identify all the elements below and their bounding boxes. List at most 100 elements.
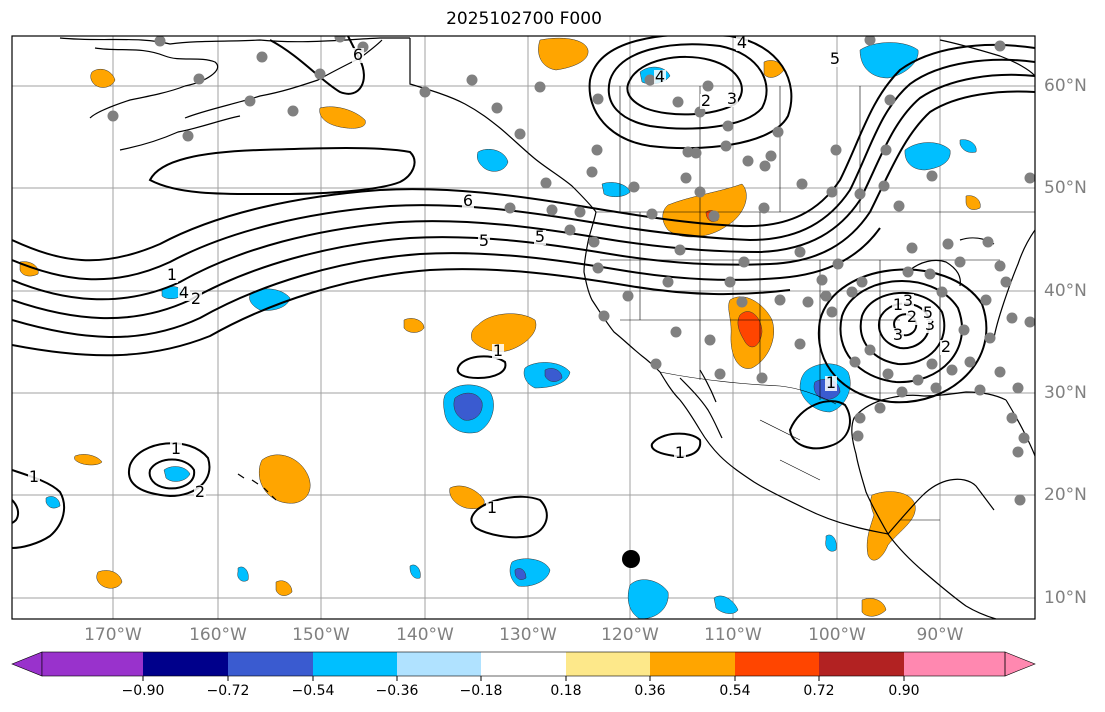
station-dot — [674, 244, 686, 256]
warm-anomaly — [96, 570, 123, 589]
warm-anomaly — [861, 598, 887, 617]
station-dot — [287, 105, 299, 117]
station-dot — [107, 110, 119, 122]
cool-anomaly — [904, 142, 951, 171]
contour-label: 2 — [701, 91, 711, 110]
contour-label-bg — [352, 48, 364, 63]
contour-label: 3 — [925, 315, 935, 334]
contour-label: 2 — [907, 307, 917, 326]
contour-label: 4 — [655, 67, 665, 86]
contour-line — [607, 43, 768, 130]
contour-label: 1 — [893, 295, 903, 314]
station-dot — [682, 146, 694, 158]
contour-label: 1 — [675, 443, 685, 462]
station-dot — [984, 332, 996, 344]
station-dot — [774, 294, 786, 306]
contour-label-bg — [902, 294, 914, 309]
contour-line — [878, 302, 931, 350]
cool-anomaly — [237, 566, 249, 582]
longitude-label: 100°W — [808, 625, 866, 645]
contour-label-bg — [922, 306, 934, 321]
station-dot — [946, 364, 958, 376]
warm-anomaly — [258, 454, 311, 504]
station-dot — [722, 120, 734, 132]
station-dot — [846, 286, 858, 298]
cold-anomaly — [544, 368, 563, 382]
station-dot — [736, 296, 748, 308]
warm-anomaly — [965, 195, 981, 210]
contour-line — [12, 268, 791, 357]
contour-label-bg — [825, 376, 837, 391]
station-dot — [882, 368, 894, 380]
cool-anomaly — [45, 496, 61, 509]
contour-label-bg — [906, 310, 918, 325]
station-dot — [906, 242, 918, 254]
colorbar-tick-label: −0.72 — [206, 683, 250, 699]
station-dot — [646, 208, 658, 220]
station-dot — [244, 95, 256, 107]
contour-label: 2 — [195, 482, 205, 501]
station-dot — [724, 276, 736, 288]
station-dot — [926, 170, 938, 182]
contour-label-bg — [892, 298, 904, 313]
station-dot — [1006, 312, 1018, 324]
cool-anomaly — [859, 42, 919, 79]
contour-line — [817, 268, 988, 404]
contour-label: 3 — [893, 325, 903, 344]
longitude-label: 170°W — [84, 625, 142, 645]
contour-label: 1 — [29, 467, 39, 486]
colorbar-segment — [566, 652, 650, 676]
station-dot — [704, 334, 716, 346]
contour-label-bg — [534, 230, 546, 245]
contour-label-bg — [166, 268, 178, 283]
station-dot — [826, 186, 838, 198]
colorbar-tick-label: 0.72 — [803, 683, 835, 699]
contour-line — [148, 458, 196, 490]
contour-line — [12, 43, 1035, 262]
cool-anomaly — [409, 564, 421, 579]
station-dot — [832, 258, 844, 270]
station-dot — [680, 172, 692, 184]
latitude-label: 20°N — [1044, 485, 1087, 505]
longitude-label: 140°W — [396, 625, 454, 645]
station-dot — [154, 36, 166, 47]
hot-anomaly — [737, 311, 763, 348]
station-dot — [958, 324, 970, 336]
station-dot — [765, 150, 777, 162]
station-dot — [802, 296, 814, 308]
station-dot — [794, 338, 806, 350]
station-dot — [772, 126, 784, 138]
warm-anomaly — [403, 318, 425, 333]
station-dot — [491, 102, 503, 114]
station-dot — [592, 93, 604, 105]
station-dot — [874, 402, 886, 414]
station-dot — [880, 144, 892, 156]
colorbar-tick-label: −0.18 — [459, 683, 503, 699]
station-dot — [830, 144, 842, 156]
station-dot — [756, 372, 768, 384]
warm-anomaly — [74, 454, 103, 466]
contour-label: 5 — [535, 227, 545, 246]
contour-label: 2 — [191, 289, 201, 308]
station-dot — [1018, 432, 1030, 444]
station-dot — [702, 80, 714, 92]
station-dot — [994, 40, 1006, 52]
colorbar-segment — [228, 652, 313, 676]
contour-label-bg — [940, 340, 952, 355]
contour-label: 4 — [737, 33, 747, 52]
latitude-label: 40°N — [1044, 281, 1087, 301]
contour-line — [456, 355, 507, 380]
station-dot — [1014, 494, 1026, 506]
station-dot — [852, 430, 864, 442]
contour-label: 5 — [479, 231, 489, 250]
contour-label-bg — [700, 94, 712, 109]
station-dot — [193, 73, 205, 85]
contour-label-bg — [170, 442, 182, 457]
station-dot — [708, 210, 720, 222]
station-dot — [926, 358, 938, 370]
colorbar-segment — [313, 652, 397, 676]
contour-label-bg — [28, 470, 40, 485]
station-markers — [107, 36, 1035, 506]
station-dot — [540, 177, 552, 189]
